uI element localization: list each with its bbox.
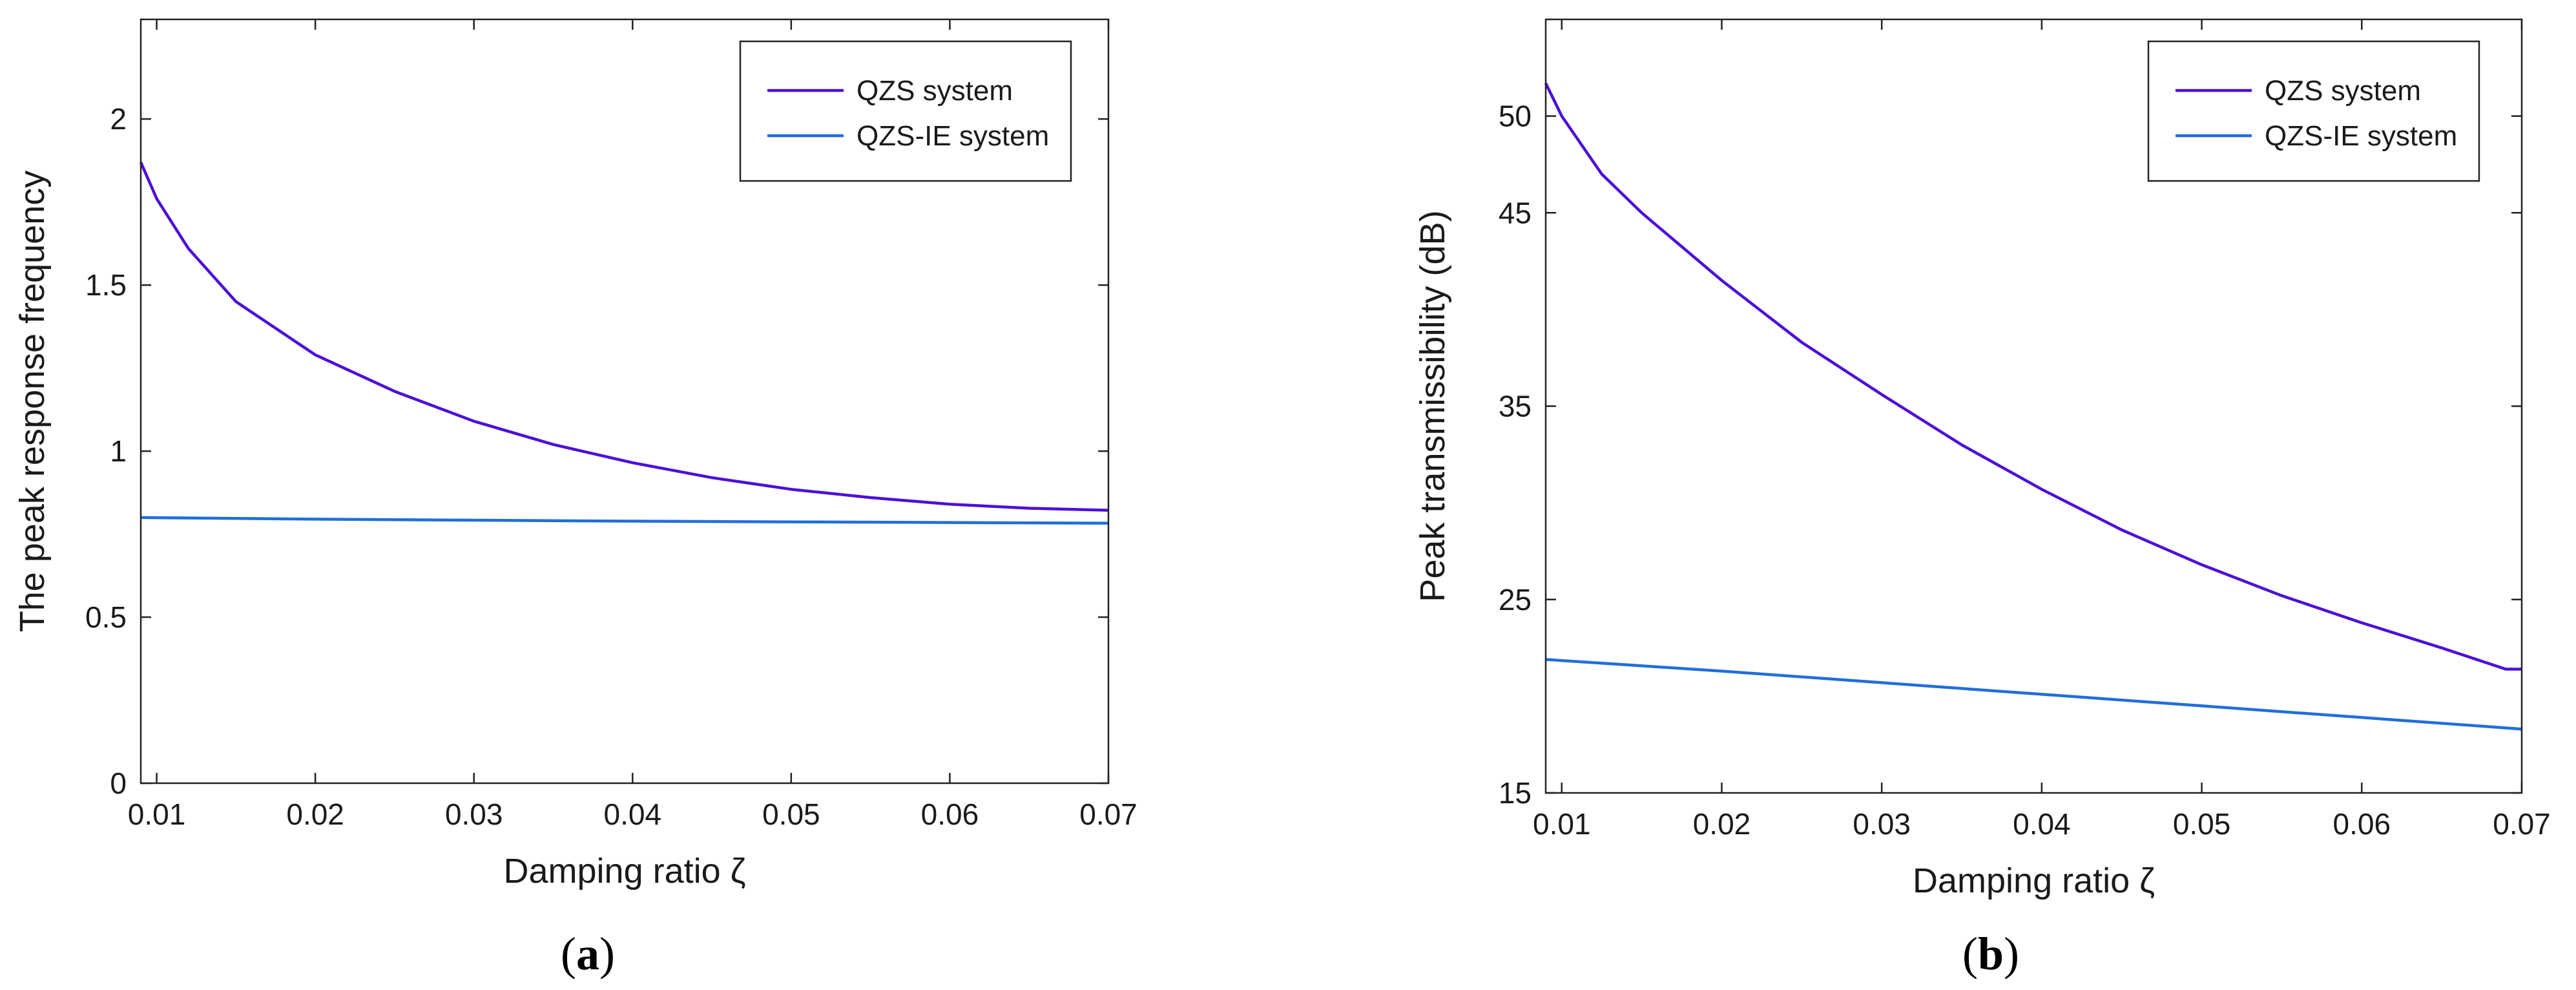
legend: QZS system QZS-IE system bbox=[739, 40, 1072, 182]
legend-entry-label: QZS-IE system bbox=[2265, 120, 2457, 152]
x-tick-label: 0.04 bbox=[2013, 807, 2071, 841]
legend-entry-label: QZS system bbox=[857, 75, 1013, 107]
chart-panel-a: 0.01 0.02 0.03 0.04 0.05 0.06 0.07 0 0.5 1 1.5 2 Dam… bbox=[13, 18, 1137, 980]
panel-label: (b) bbox=[1962, 928, 2019, 980]
x-tick-label: 0.03 bbox=[1853, 807, 1911, 841]
x-tick-label: 0.06 bbox=[921, 797, 979, 831]
x-tick-label: 0.07 bbox=[1079, 797, 1137, 831]
x-tick-label: 0.05 bbox=[2173, 807, 2231, 841]
y-tick-label: 0 bbox=[110, 766, 127, 800]
x-tick-label: 0.03 bbox=[445, 797, 503, 831]
y-tick-label: 45 bbox=[1499, 196, 1532, 229]
y-tick-label: 25 bbox=[1499, 583, 1532, 616]
x-tick-label: 0.07 bbox=[2493, 807, 2551, 841]
x-tick-label: 0.01 bbox=[128, 797, 186, 831]
y-tick-label: 15 bbox=[1499, 776, 1532, 810]
legend: QZS system QZS-IE system bbox=[2147, 40, 2480, 182]
x-tick-label: 0.01 bbox=[1533, 807, 1591, 841]
y-tick-label: 35 bbox=[1499, 390, 1532, 423]
y-tick-label: 1 bbox=[110, 434, 127, 468]
series-line-qzs-system bbox=[1544, 82, 2522, 671]
plot-frame bbox=[140, 18, 1110, 785]
x-tick-label: 0.06 bbox=[2333, 807, 2391, 841]
chart-panel-b: 0.01 0.02 0.03 0.04 0.05 0.06 0.07 15 25 35 45 50 Da… bbox=[1413, 18, 2551, 980]
y-tick-label: 1.5 bbox=[85, 268, 127, 302]
series-line-qzs-ie-system bbox=[140, 516, 1109, 525]
x-axis-label: Damping ratio ζ bbox=[1913, 861, 2155, 900]
y-tick-label: 50 bbox=[1499, 100, 1532, 133]
x-tick-label: 0.05 bbox=[762, 797, 820, 831]
x-axis-label: Damping ratio ζ bbox=[504, 852, 746, 890]
x-tick-label: 0.04 bbox=[604, 797, 662, 831]
y-tick-label: 2 bbox=[110, 102, 127, 136]
x-tick-label: 0.02 bbox=[286, 797, 344, 831]
y-axis-label: Peak transmissibility (dB) bbox=[1413, 210, 1452, 602]
series-line-qzs-ie-system bbox=[1545, 658, 2522, 731]
y-tick-label: 0.5 bbox=[85, 600, 127, 634]
legend-entry-label: QZS-IE system bbox=[857, 120, 1049, 152]
legend-entry-label: QZS system bbox=[2265, 75, 2421, 107]
y-axis-label: The peak response frequency bbox=[13, 171, 52, 632]
series-line-qzs-system bbox=[139, 162, 1109, 512]
x-tick-label: 0.02 bbox=[1693, 807, 1751, 841]
panel-label: (a) bbox=[561, 928, 615, 980]
